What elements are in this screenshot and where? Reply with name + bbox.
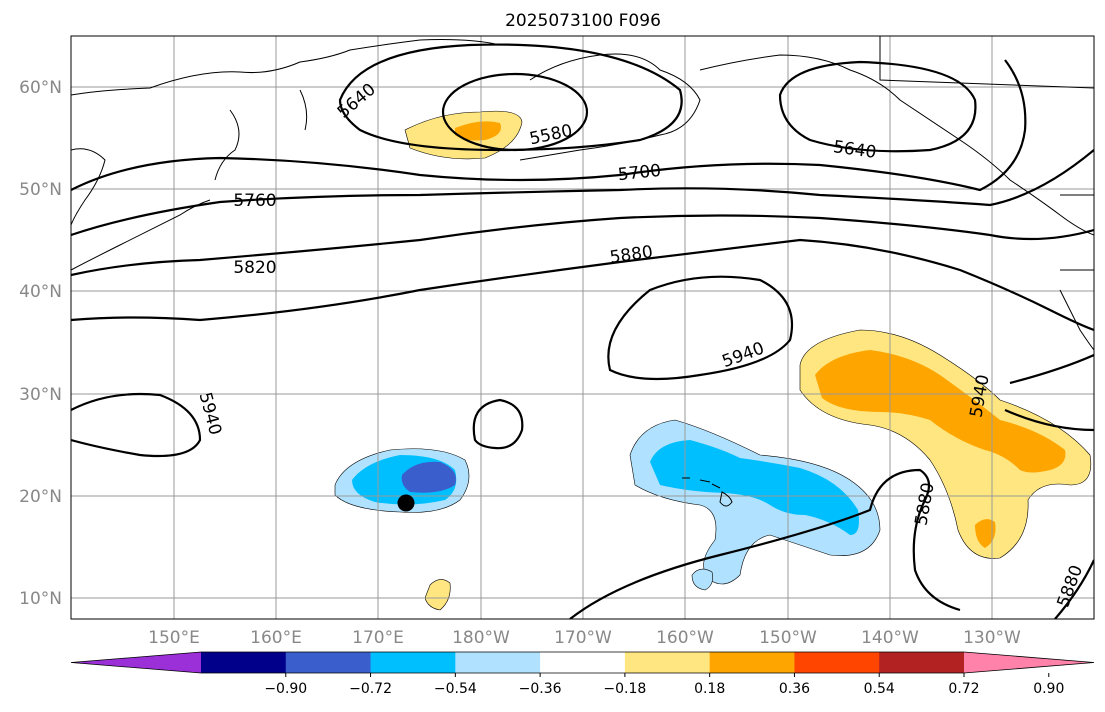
colorbar-tick-label: −0.36	[519, 681, 562, 697]
colorbar-segment	[540, 652, 626, 673]
lon-label: 140°W	[861, 628, 919, 648]
lon-label: 150°E	[148, 628, 200, 648]
colorbar-tick-label: −0.72	[349, 681, 392, 697]
colorbar: −0.90 −0.72 −0.54 −0.36 −0.18 0.18 0.36 0.54 0.7…	[70, 651, 1095, 697]
lon-label: 170°W	[554, 628, 612, 648]
colorbar-tick-label: −0.90	[264, 681, 307, 697]
latitude-labels: 60°N 50°N 40°N 30°N 20°N 10°N	[19, 78, 62, 609]
map-frame	[70, 35, 1095, 620]
colorbar-tick-label: 0.72	[948, 681, 979, 697]
longitude-labels: 150°E 160°E 170°E 180°W 170°W 160°W 150°…	[148, 628, 1021, 648]
lat-label: 30°N	[19, 385, 62, 405]
map-title: 2025073100 F096	[505, 11, 661, 31]
contour-label: 5880	[608, 242, 654, 268]
colorbar-outline	[70, 651, 1095, 674]
map-panel: 5580 5640 5640 5700 5760 5820 5880 5880 …	[70, 35, 1095, 620]
lat-label: 60°N	[19, 78, 62, 98]
graticule	[71, 36, 1094, 619]
contour-label: 5820	[233, 258, 276, 278]
lon-label: 160°W	[656, 628, 714, 648]
colorbar-segment	[709, 652, 795, 673]
colorbar-tick-label: −0.18	[603, 681, 646, 697]
lon-label: 180°W	[452, 628, 510, 648]
contour-label: 5760	[233, 191, 276, 211]
lon-label: 160°E	[250, 628, 302, 648]
colorbar-segment	[624, 652, 711, 673]
colorbar-tick-label: 0.90	[1033, 681, 1064, 697]
lat-label: 40°N	[19, 282, 62, 302]
lat-label: 50°N	[19, 180, 62, 200]
colorbar-segment	[370, 652, 456, 673]
location-marker	[397, 494, 415, 512]
colorbar-extend-high	[964, 652, 1094, 673]
colorbar-segment	[879, 652, 965, 673]
colorbar-segment	[201, 652, 287, 673]
contour-label: 5640	[334, 80, 380, 123]
colorbar-segment	[794, 652, 880, 673]
contour-label: 5880	[1054, 563, 1088, 610]
colorbar-segment	[455, 652, 541, 673]
anomaly-shading	[334, 110, 1092, 611]
contour-labels: 5580 5640 5640 5700 5760 5820 5880 5880 …	[195, 80, 1088, 610]
colorbar-tick-label: −0.54	[434, 681, 477, 697]
lat-label: 20°N	[19, 487, 62, 507]
colorbar-segment	[285, 652, 372, 673]
contour-label: 5880	[911, 481, 938, 527]
colorbar-tick-label: 0.36	[779, 681, 810, 697]
lon-label: 130°W	[963, 628, 1021, 648]
contour-label: 5700	[617, 161, 662, 185]
height-contours	[71, 43, 1094, 619]
colorbar-tick-label: 0.18	[694, 681, 725, 697]
lat-label: 10°N	[19, 589, 62, 609]
lon-label: 150°W	[759, 628, 817, 648]
contour-label: 5640	[832, 137, 878, 163]
contour-label: 5580	[528, 121, 574, 150]
colorbar-extend-low	[71, 652, 201, 673]
colorbar-tick-label: 0.54	[864, 681, 895, 697]
lon-label: 170°E	[352, 628, 404, 648]
